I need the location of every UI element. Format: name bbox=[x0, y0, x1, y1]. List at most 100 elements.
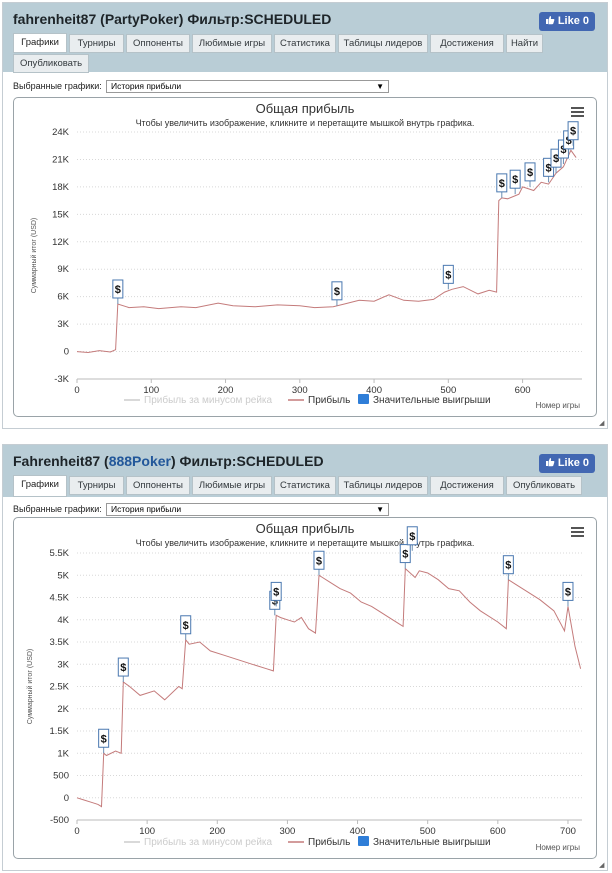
filter-label: Фильтр:SCHEDULED bbox=[187, 11, 332, 27]
like-button[interactable]: Like 0 bbox=[538, 454, 595, 473]
legend-item-net-profit[interactable]: Прибыль за минусом рейка bbox=[144, 394, 273, 406]
tab-search[interactable]: Найти bbox=[506, 34, 543, 53]
legend-item-big-wins[interactable]: Значительные выигрыши bbox=[373, 837, 491, 848]
tab-publish[interactable]: Опубликовать bbox=[13, 54, 89, 73]
flag-symbol: $ bbox=[505, 560, 511, 572]
player-name: Fahrenheit87 bbox=[13, 453, 101, 469]
x-tick-label: 200 bbox=[209, 826, 225, 837]
big-win-marker[interactable]: $ bbox=[399, 544, 411, 569]
chart-selector-value: История прибыли bbox=[111, 504, 182, 514]
tab-favorite-games[interactable]: Любимые игры bbox=[192, 34, 272, 53]
menu-bar bbox=[571, 111, 584, 113]
menu-bar bbox=[571, 115, 584, 117]
tab-achievements[interactable]: Достижения bbox=[430, 476, 504, 495]
flag-symbol: $ bbox=[527, 167, 533, 179]
like-button[interactable]: Like 0 bbox=[538, 12, 595, 31]
y-tick-label: 1.5K bbox=[49, 726, 69, 737]
y-tick-label: 15K bbox=[52, 209, 70, 220]
dropdown-arrow-icon: ▼ bbox=[376, 82, 384, 91]
legend-item-big-wins[interactable]: Значительные выигрыши bbox=[373, 395, 491, 406]
y-tick-label: 2K bbox=[57, 704, 69, 715]
x-axis-label: Номер игры bbox=[536, 843, 581, 852]
big-win-marker[interactable]: $ bbox=[562, 581, 574, 607]
player-name: fahrenheit87 bbox=[13, 11, 97, 27]
legend-item-profit[interactable]: Прибыль bbox=[308, 836, 350, 848]
tab-tournaments[interactable]: Турниры bbox=[69, 476, 124, 495]
tab-statistics[interactable]: Статистика bbox=[274, 34, 336, 53]
big-win-marker[interactable]: $ bbox=[496, 173, 508, 198]
y-tick-label: 0 bbox=[64, 793, 69, 804]
flag-symbol: $ bbox=[570, 126, 576, 138]
flag-box bbox=[502, 555, 514, 575]
tab-leaderboards[interactable]: Таблицы лидеров bbox=[338, 34, 428, 53]
big-win-marker[interactable]: $ bbox=[270, 581, 282, 607]
panel-header: fahrenheit87 (PartyPoker) Фильтр:SCHEDUL… bbox=[3, 3, 607, 73]
tab-charts[interactable]: Графики bbox=[13, 475, 67, 497]
chart-selector-dropdown[interactable]: История прибыли ▼ bbox=[106, 80, 389, 93]
flag-symbol: $ bbox=[183, 620, 189, 632]
chart-menu-icon[interactable] bbox=[571, 107, 584, 117]
x-tick-label: 500 bbox=[420, 826, 436, 837]
big-win-marker[interactable]: $ bbox=[117, 657, 129, 683]
flag-symbol: $ bbox=[334, 286, 340, 298]
tab-tournaments[interactable]: Турниры bbox=[69, 34, 124, 53]
tab-publish[interactable]: Опубликовать bbox=[506, 476, 582, 495]
flag-box bbox=[331, 281, 343, 301]
big-win-marker[interactable]: $ bbox=[112, 279, 124, 304]
big-win-marker[interactable]: $ bbox=[524, 162, 536, 187]
tab-opponents[interactable]: Оппоненты bbox=[126, 476, 190, 495]
tab-opponents[interactable]: Оппоненты bbox=[126, 34, 190, 53]
chart-selector-label: Выбранные графики: bbox=[13, 504, 102, 514]
tab-charts[interactable]: Графики bbox=[13, 33, 67, 53]
series-line-profit bbox=[76, 567, 582, 808]
stats-panel-888poker: Fahrenheit87 (888Poker) Фильтр:SCHEDULED… bbox=[2, 444, 608, 871]
big-win-marker[interactable]: $ bbox=[509, 169, 521, 195]
site-link[interactable]: 888Poker bbox=[108, 453, 171, 469]
chart-subtitle: Чтобы увеличить изображение, кликните и … bbox=[136, 538, 475, 548]
big-win-marker[interactable]: $ bbox=[502, 555, 514, 580]
flag-symbol: $ bbox=[115, 284, 121, 296]
y-tick-label: 4.5K bbox=[49, 593, 69, 604]
big-win-marker[interactable]: $ bbox=[406, 526, 418, 551]
y-axis-label: Суммарный итог (USD) bbox=[30, 218, 38, 294]
like-count: Like 0 bbox=[557, 15, 589, 27]
chart-menu-icon[interactable] bbox=[571, 527, 584, 537]
series-line-profit bbox=[76, 149, 577, 354]
big-win-marker[interactable]: $ bbox=[567, 121, 579, 146]
flag-box bbox=[567, 121, 579, 141]
legend-item-net-profit[interactable]: Прибыль за минусом рейка bbox=[144, 836, 273, 848]
big-win-marker[interactable]: $ bbox=[180, 615, 192, 640]
resize-handle-icon[interactable]: ◢ bbox=[599, 420, 605, 427]
resize-handle-icon[interactable]: ◢ bbox=[599, 862, 605, 869]
y-axis-label: Суммарный итог (USD) bbox=[26, 649, 34, 725]
chart-selector-dropdown[interactable]: История прибыли ▼ bbox=[106, 503, 389, 516]
tab-achievements[interactable]: Достижения bbox=[430, 34, 504, 53]
legend-item-profit[interactable]: Прибыль bbox=[308, 394, 350, 406]
big-win-marker[interactable]: $ bbox=[313, 550, 325, 576]
profit-chart[interactable]: Общая прибыль Чтобы увеличить изображение… bbox=[13, 97, 597, 417]
tab-favorite-games[interactable]: Любимые игры bbox=[192, 476, 272, 495]
chart-title: Общая прибыль bbox=[256, 521, 355, 536]
big-win-marker[interactable]: $ bbox=[442, 264, 454, 290]
flag-box bbox=[180, 615, 192, 635]
dropdown-arrow-icon: ▼ bbox=[376, 505, 384, 514]
x-tick-label: 700 bbox=[560, 826, 576, 837]
x-tick-label: 100 bbox=[143, 385, 159, 396]
stats-panel-partypoker: fahrenheit87 (PartyPoker) Фильтр:SCHEDUL… bbox=[2, 2, 608, 429]
profit-chart[interactable]: Общая прибыль Чтобы увеличить изображение… bbox=[13, 517, 597, 859]
flag-box bbox=[524, 162, 536, 182]
y-tick-label: 4K bbox=[57, 615, 69, 626]
flag-symbol: $ bbox=[499, 178, 505, 190]
flag-box bbox=[399, 544, 411, 564]
big-win-marker[interactable]: $ bbox=[331, 281, 343, 306]
flag-symbol: $ bbox=[316, 555, 322, 567]
flag-box bbox=[442, 264, 454, 284]
big-win-marker[interactable]: $ bbox=[98, 728, 110, 754]
tab-leaderboards[interactable]: Таблицы лидеров bbox=[338, 476, 428, 495]
menu-bar bbox=[571, 107, 584, 109]
tab-statistics[interactable]: Статистика bbox=[274, 476, 336, 495]
x-tick-label: 600 bbox=[490, 826, 506, 837]
like-count: Like 0 bbox=[557, 457, 589, 469]
x-tick-label: 600 bbox=[515, 385, 531, 396]
flag-box bbox=[406, 526, 418, 546]
